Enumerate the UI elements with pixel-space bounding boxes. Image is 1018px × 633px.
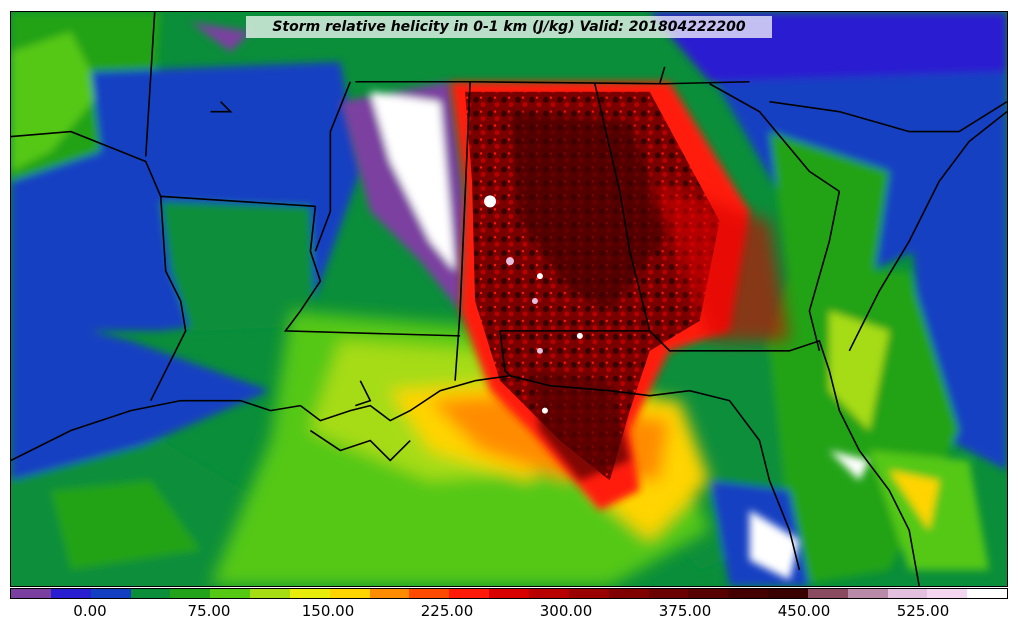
boundary-lines <box>11 12 1007 586</box>
colorbar-swatch <box>887 589 928 598</box>
colorbar-swatch <box>728 589 769 598</box>
helicity-map <box>10 11 1008 587</box>
colorbar-swatch <box>847 589 888 598</box>
colorbar-swatch <box>130 589 171 598</box>
map-canvas <box>11 12 1007 586</box>
colorbar-tick-labels: 0.00 75.00 150.00 225.00 300.00 375.00 450.00 5… <box>10 602 1008 622</box>
colorbar-tick-label: 225.00 <box>420 602 474 620</box>
colorbar-swatch <box>409 589 450 598</box>
colorbar-tick-label: 300.00 <box>539 602 593 620</box>
colorbar-swatch <box>449 589 490 598</box>
helicity-field-core <box>450 81 790 511</box>
colorbar-swatch <box>11 589 51 598</box>
colorbar-swatch <box>289 589 330 598</box>
colorbar-swatch <box>50 589 91 598</box>
colorbar-swatch <box>250 589 290 598</box>
colorbar-tick-label: 375.00 <box>658 602 712 620</box>
colorbar-swatch <box>648 589 689 598</box>
colorbar-tick-label: 75.00 <box>187 602 231 620</box>
colorbar-tick-label: 150.00 <box>301 602 355 620</box>
colorbar-swatch <box>568 589 609 598</box>
colorbar-tick-label: 0.00 <box>73 602 107 620</box>
map-title: Storm relative helicity in 0-1 km (J/kg)… <box>246 16 772 38</box>
colorbar-swatch <box>170 589 211 598</box>
colorbar-swatch <box>489 589 529 598</box>
colorbar-tick-label: 450.00 <box>777 602 831 620</box>
colorbar-swatch <box>369 589 410 598</box>
colorbar <box>10 588 1008 599</box>
colorbar-tick-label: 525.00 <box>896 602 950 620</box>
colorbar-swatch <box>967 589 1008 598</box>
colorbar-swatch <box>90 589 131 598</box>
colorbar-swatch <box>927 589 968 598</box>
colorbar-swatch <box>210 589 251 598</box>
colorbar-swatch <box>608 589 649 598</box>
colorbar-swatch <box>329 589 370 598</box>
colorbar-swatch <box>768 589 808 598</box>
colorbar-swatch <box>688 589 729 598</box>
helicity-field-extreme <box>190 21 870 581</box>
colorbar-swatch <box>528 589 569 598</box>
helicity-field-low <box>11 12 1007 586</box>
colorbar-swatch <box>807 589 848 598</box>
